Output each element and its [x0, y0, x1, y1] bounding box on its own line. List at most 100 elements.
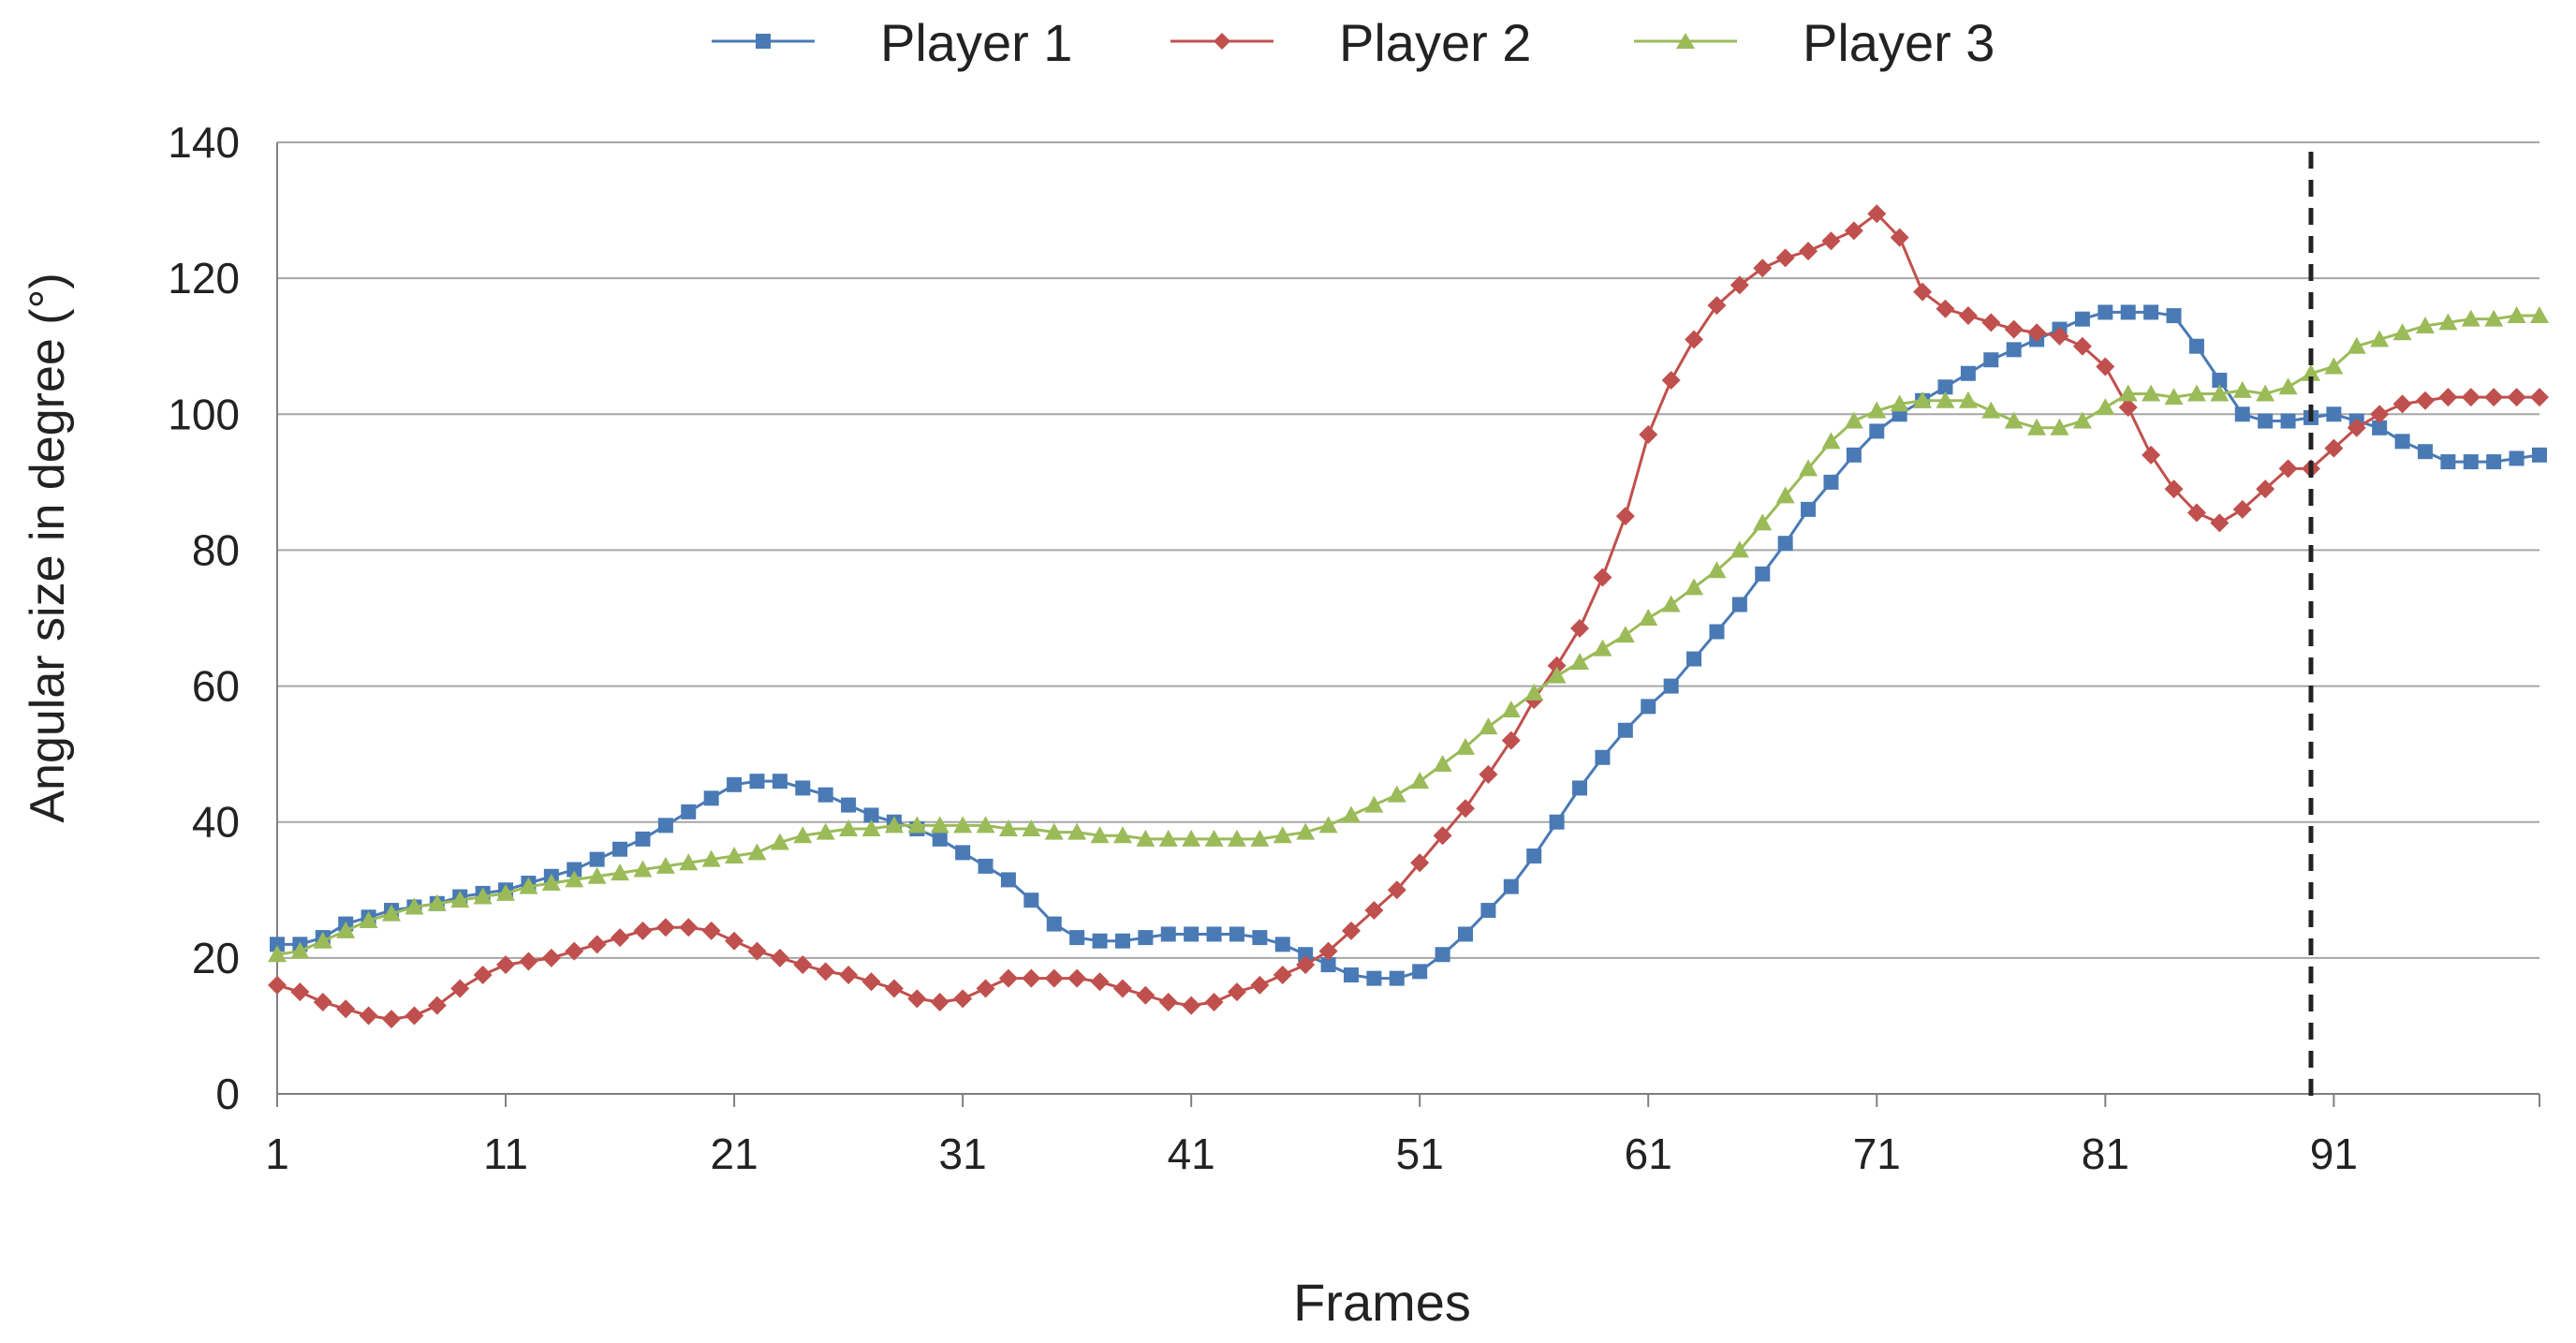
data-point: [725, 931, 744, 951]
data-point: [701, 849, 721, 867]
data-point: [1184, 926, 1200, 942]
series-1: [270, 304, 2547, 986]
data-point: [1799, 242, 1818, 261]
data-point: [1479, 764, 1498, 784]
data-point: [1983, 352, 1999, 368]
data-point: [1112, 826, 1132, 844]
data-point: [1685, 578, 1704, 596]
data-point: [2164, 388, 2184, 406]
y-tick-label: 100: [168, 390, 240, 438]
data-point: [793, 826, 813, 844]
data-point: [932, 831, 948, 847]
data-point: [1182, 996, 1201, 1015]
data-point: [1753, 258, 1773, 278]
data-point: [1138, 930, 1154, 946]
data-point: [2027, 418, 2047, 435]
data-point: [2486, 454, 2502, 470]
data-point: [701, 921, 721, 940]
data-point: [1044, 822, 1064, 840]
data-point: [772, 774, 788, 790]
data-point: [2098, 304, 2113, 320]
data-point: [1641, 699, 1656, 715]
data-point: [1593, 568, 1612, 587]
data-point: [953, 816, 973, 834]
data-point: [747, 941, 767, 961]
data-point: [612, 841, 628, 857]
x-tick-label: 81: [2082, 1129, 2129, 1178]
data-point: [2027, 323, 2047, 343]
data-point: [2072, 336, 2092, 356]
data-point: [589, 851, 605, 867]
data-point: [541, 874, 561, 892]
data-point: [2004, 319, 2024, 339]
data-point: [1092, 933, 1108, 949]
data-point: [1341, 921, 1361, 940]
data-point: [270, 937, 285, 952]
data-point: [1044, 968, 1064, 988]
data-point: [1913, 391, 1933, 408]
data-point: [1913, 282, 1933, 302]
data-point: [2120, 304, 2136, 320]
data-point: [427, 996, 447, 1015]
data-point: [1707, 561, 1727, 579]
data-point: [1707, 296, 1727, 316]
y-tick-label: 140: [168, 118, 240, 167]
data-point: [884, 979, 904, 998]
data-point: [1661, 371, 1681, 390]
y-tick-label: 0: [215, 1070, 240, 1118]
data-point: [817, 787, 833, 803]
legend-swatch-player-1-icon: [712, 34, 815, 49]
data-point: [541, 948, 561, 967]
data-point: [1547, 656, 1567, 675]
data-point: [1273, 826, 1292, 844]
data-point: [1595, 749, 1611, 765]
data-point: [681, 804, 697, 819]
data-point: [907, 989, 927, 1009]
series-2: [268, 204, 2549, 1029]
data-point: [1801, 501, 1817, 517]
data-point: [2278, 377, 2298, 395]
data-point: [1846, 447, 1862, 463]
data-point: [976, 816, 995, 834]
data-point: [1250, 829, 1270, 847]
legend-label-player-2: Player 2: [1339, 13, 1532, 72]
y-tick-label: 40: [192, 798, 240, 847]
y-tick-label: 80: [192, 525, 240, 574]
data-point: [427, 893, 447, 911]
data-point: [473, 887, 493, 905]
data-point: [727, 776, 743, 792]
series-3: [268, 306, 2549, 963]
data-point: [930, 993, 949, 1012]
data-point: [1639, 425, 1658, 445]
data-point: [450, 979, 470, 998]
data-point: [2164, 480, 2184, 499]
data-point: [313, 931, 332, 949]
data-point: [2484, 309, 2504, 327]
data-point: [1298, 947, 1314, 963]
data-point: [336, 999, 356, 1019]
data-point: [2324, 438, 2344, 458]
data-point: [565, 941, 584, 961]
data-point: [1090, 972, 1110, 992]
data-point: [2074, 311, 2090, 327]
data-point: [1480, 903, 1496, 919]
data-point: [2394, 434, 2410, 450]
data-point: [2370, 405, 2390, 424]
data-point: [998, 819, 1018, 836]
x-tick-label: 61: [1625, 1129, 1672, 1178]
data-point: [2142, 384, 2161, 402]
y-tick-label: 60: [192, 662, 240, 711]
data-point: [1617, 722, 1633, 738]
data-point: [2188, 338, 2204, 354]
data-point: [976, 979, 995, 998]
data-point: [2415, 391, 2435, 410]
data-point: [1615, 626, 1635, 643]
data-point: [1867, 204, 1887, 224]
data-point: [2532, 447, 2547, 463]
data-point: [1067, 968, 1087, 988]
data-point: [2278, 459, 2298, 479]
data-point: [1158, 829, 1178, 847]
y-tick-label: 20: [192, 934, 240, 982]
legend: Player 1 Player 2 Player 3: [0, 6, 2576, 81]
